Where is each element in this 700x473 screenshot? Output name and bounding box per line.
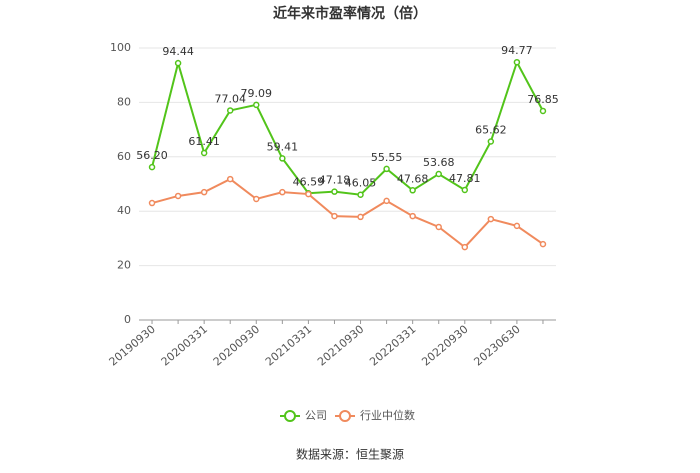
data-label: 46.59 (293, 175, 325, 188)
data-point (174, 192, 182, 200)
data-point (357, 191, 364, 198)
legend-marker (339, 410, 351, 422)
legend-label: 行业中位数 (360, 408, 415, 422)
data-point (148, 163, 156, 171)
data-point (435, 223, 442, 231)
legend-marker (284, 410, 296, 422)
source: 数据来源：恒生聚源 (296, 447, 404, 462)
chart-title: 近年来市盈率情况（倍） (273, 5, 427, 22)
data-label: 47.68 (397, 172, 429, 185)
data-point (539, 107, 547, 115)
data-point (226, 175, 234, 183)
series-line (151, 59, 544, 196)
y-tick-label: 100 (110, 41, 131, 54)
series-line (151, 177, 544, 249)
data-point (487, 215, 495, 223)
data-point (331, 212, 338, 220)
data-point (461, 186, 469, 194)
y-tick-label: 20 (117, 259, 131, 272)
data-label: 56.20 (136, 149, 168, 162)
x-tick-label: 20210331 (263, 323, 314, 369)
data-label: 94.77 (501, 44, 533, 57)
x-tick-label: 20190930 (107, 323, 158, 369)
data-label: 65.62 (475, 124, 507, 137)
data-label: 77.04 (214, 92, 246, 105)
data-label: 59.41 (267, 140, 299, 153)
y-tick-label: 80 (117, 95, 131, 108)
data-label: 79.09 (241, 87, 273, 100)
data-point (539, 240, 547, 248)
data-point (435, 170, 442, 178)
data-label: 47.81 (449, 172, 481, 185)
data-point (279, 155, 286, 162)
data-point (409, 187, 416, 194)
y-tick-label: 0 (124, 313, 131, 326)
data-point (200, 149, 208, 157)
data-label: 61.41 (188, 135, 220, 148)
data-point (383, 197, 390, 205)
data-point (148, 199, 156, 207)
x-tick-label: 20200930 (211, 323, 262, 369)
y-tick-label: 60 (117, 150, 131, 163)
data-point (331, 188, 338, 195)
data-point (305, 190, 312, 198)
legend-label: 公司 (305, 409, 327, 422)
data-point (200, 188, 208, 196)
data-label: 76.85 (527, 93, 559, 106)
x-tick-label: 20210930 (315, 323, 366, 369)
data-point (513, 222, 521, 230)
data-point (513, 58, 521, 66)
data-label: 47.18 (319, 174, 351, 187)
data-label: 94.44 (162, 45, 194, 58)
data-point (253, 195, 260, 203)
x-tick-label: 20220331 (367, 323, 418, 369)
data-label: 46.05 (345, 177, 377, 190)
data-point (461, 243, 469, 251)
data-label: 53.68 (423, 156, 455, 169)
data-point (487, 138, 495, 145)
data-point (174, 59, 182, 67)
data-point (253, 101, 260, 109)
data-point (383, 165, 390, 173)
data-point (409, 212, 416, 220)
y-tick-label: 40 (117, 204, 131, 217)
x-tick-label: 20220930 (419, 323, 470, 369)
data-point (226, 107, 234, 114)
x-tick-label: 20200331 (159, 323, 210, 369)
data-label: 55.55 (371, 151, 403, 164)
x-tick-label: 20230630 (472, 323, 523, 369)
data-point (357, 213, 364, 221)
data-point (279, 188, 286, 196)
